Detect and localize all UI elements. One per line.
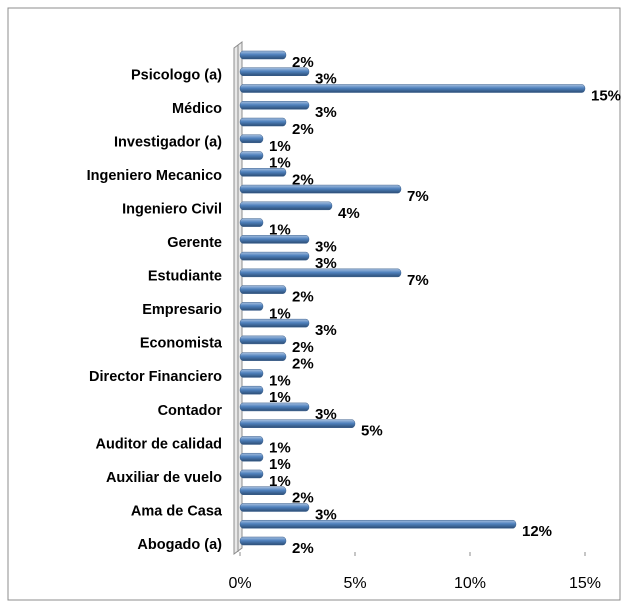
data-label: 1% xyxy=(269,222,291,239)
data-label: 2% xyxy=(292,339,314,356)
data-label: 3% xyxy=(315,255,337,272)
y-tick-label: Investigador (a) xyxy=(114,135,222,151)
bar xyxy=(239,503,310,512)
data-label: 2% xyxy=(292,121,314,138)
bar xyxy=(239,235,310,244)
data-label: 3% xyxy=(315,238,337,255)
bar xyxy=(239,369,264,378)
bar xyxy=(239,302,264,311)
bar xyxy=(239,452,264,462)
data-label: 15% xyxy=(591,87,621,104)
chart-frame xyxy=(7,7,621,601)
y-tick-label: Médico xyxy=(172,101,222,117)
y-tick-label: Economista xyxy=(140,336,223,352)
y-tick-label: Psicologo (a) xyxy=(131,68,222,84)
data-label: 12% xyxy=(522,523,552,540)
data-label: 1% xyxy=(269,456,291,473)
y-tick-label: Empresario xyxy=(142,302,222,318)
bar xyxy=(239,184,402,194)
data-label: 1% xyxy=(269,138,291,155)
x-tick-label: 5% xyxy=(343,575,366,592)
y-tick-label: Abogado (a) xyxy=(137,537,222,553)
data-label: 2% xyxy=(292,540,314,557)
bar xyxy=(239,84,586,93)
bar xyxy=(239,519,517,529)
data-label: 2% xyxy=(292,289,314,306)
bar xyxy=(239,318,310,328)
bar xyxy=(239,536,287,546)
bar xyxy=(239,201,333,211)
bar xyxy=(239,151,264,160)
data-label: 3% xyxy=(315,406,337,423)
data-label: 4% xyxy=(338,205,360,222)
bar xyxy=(239,419,356,428)
data-label: 3% xyxy=(315,71,337,88)
x-tick-label: 10% xyxy=(454,575,486,592)
bar xyxy=(239,352,287,361)
bar xyxy=(239,218,264,227)
bar xyxy=(239,117,287,127)
bar xyxy=(239,285,287,294)
bar xyxy=(239,268,402,278)
bar xyxy=(239,50,287,60)
bar xyxy=(239,168,287,177)
data-label: 2% xyxy=(292,490,314,507)
y-tick-label: Director Financiero xyxy=(89,369,222,385)
bar xyxy=(239,469,264,479)
data-label: 5% xyxy=(361,423,383,440)
bar xyxy=(239,486,287,495)
x-tick-label: 15% xyxy=(569,575,601,592)
data-label: 1% xyxy=(269,473,291,490)
y-tick-label: Estudiante xyxy=(148,269,222,285)
data-label: 3% xyxy=(315,104,337,121)
bar xyxy=(239,101,310,110)
bar xyxy=(239,134,264,144)
bar xyxy=(239,67,310,77)
y-tick-label: Auditor de calidad xyxy=(96,436,223,452)
data-label: 3% xyxy=(315,506,337,523)
data-label: 2% xyxy=(292,54,314,71)
data-label: 7% xyxy=(407,272,429,289)
y-tick-label: Contador xyxy=(158,403,223,419)
bar xyxy=(239,385,264,395)
bar xyxy=(239,335,287,345)
data-label: 7% xyxy=(407,188,429,205)
data-label: 1% xyxy=(269,439,291,456)
data-label: 2% xyxy=(292,171,314,188)
data-label: 1% xyxy=(269,372,291,389)
y-tick-label: Auxiliar de vuelo xyxy=(106,470,222,486)
data-label: 2% xyxy=(292,356,314,373)
bar xyxy=(239,436,264,445)
y-tick-label: Ingeniero Civil xyxy=(122,202,222,218)
bar xyxy=(239,251,310,261)
data-label: 1% xyxy=(269,389,291,406)
data-label: 1% xyxy=(269,155,291,172)
data-label: 1% xyxy=(269,305,291,322)
y-tick-label: Ingeniero Mecanico xyxy=(87,168,223,184)
bar xyxy=(239,402,310,412)
y-tick-label: Ama de Casa xyxy=(131,503,223,519)
data-label: 3% xyxy=(315,322,337,339)
x-tick-label: 0% xyxy=(228,575,251,592)
y-tick-label: Gerente xyxy=(167,235,222,251)
